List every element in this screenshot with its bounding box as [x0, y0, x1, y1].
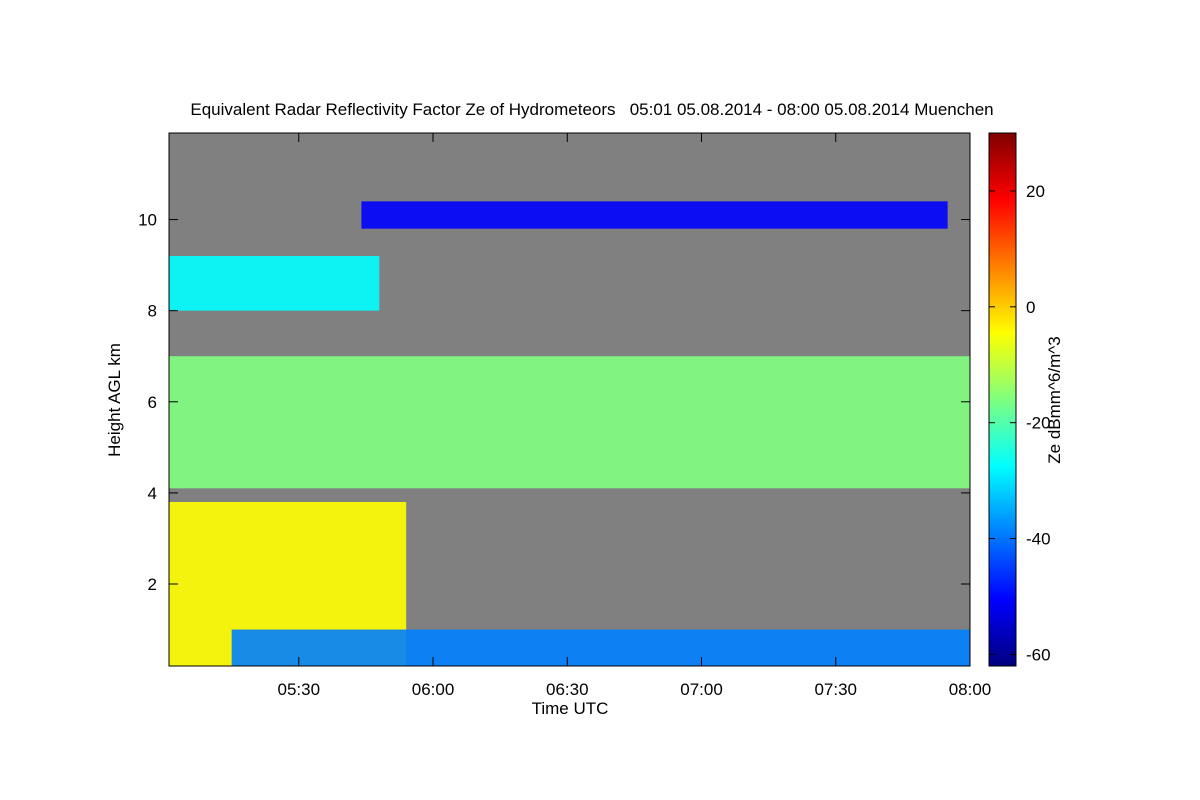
x-tick-label: 08:00: [949, 680, 992, 699]
colorbar-tick-label: 20: [1026, 182, 1045, 201]
cloud-marks: [169, 201, 970, 666]
plot-area: [168, 132, 971, 667]
y-tick-label: 10: [138, 211, 157, 230]
x-tick-label: 07:30: [814, 680, 857, 699]
y-tick-label: 4: [148, 484, 157, 503]
cloud-layer: [169, 356, 970, 489]
colorbar-tick-label: -60: [1026, 645, 1051, 664]
y-tick-label: 2: [148, 575, 157, 594]
x-tick-label: 06:00: [412, 680, 455, 699]
x-tick-labels: 05:30 06:00 06:30 07:00 07:30 08:00: [277, 680, 991, 699]
colorbar: [988, 132, 1017, 667]
colorbar-tick-label: -40: [1026, 530, 1051, 549]
cloud-layer: [361, 201, 948, 229]
y-tick-label: 8: [148, 302, 157, 321]
x-axis-label: Time UTC: [532, 699, 609, 718]
x-tick-label: 05:30: [277, 680, 320, 699]
colorbar-tick-label: 0: [1026, 298, 1035, 317]
chart-title: Equivalent Radar Reflectivity Factor Ze …: [190, 100, 993, 119]
cloud-layer: [231, 629, 970, 666]
colorbar-tick-label: -20: [1026, 414, 1051, 433]
plot-frame: [168, 132, 971, 667]
colorbar-ticks: 20 0 -20 -40 -60: [989, 182, 1051, 664]
x-tick-label: 07:00: [680, 680, 723, 699]
y-tick-labels: 2 4 6 8 10: [138, 211, 157, 594]
y-axis-label: Height AGL km: [105, 343, 124, 457]
x-tick-label: 06:30: [546, 680, 589, 699]
colorbar-label: Ze dBmm^6/m^3: [1045, 336, 1064, 463]
cloud-layer: [169, 256, 380, 311]
y-tick-label: 6: [148, 393, 157, 412]
